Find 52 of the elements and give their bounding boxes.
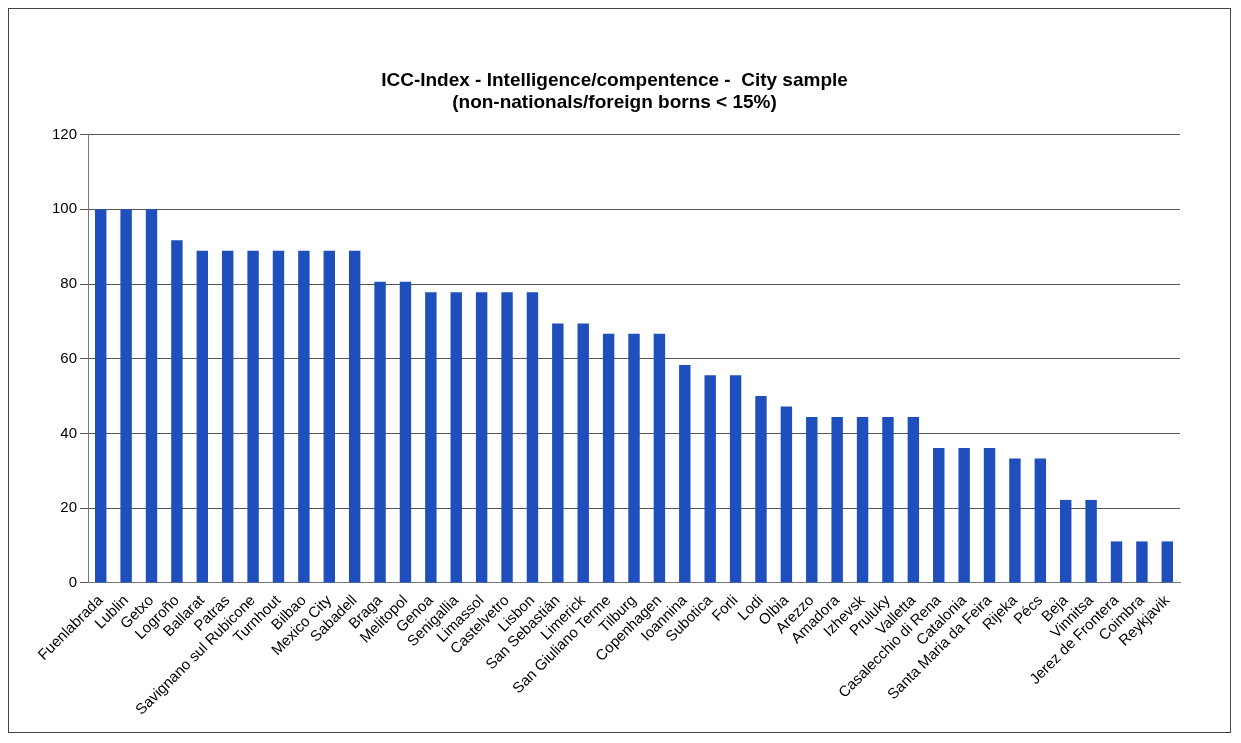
bar — [679, 365, 691, 583]
bar — [247, 250, 259, 583]
bar — [374, 281, 386, 583]
y-tick-label: 80 — [60, 274, 78, 292]
y-tick-label: 100 — [52, 199, 78, 217]
bar — [958, 448, 970, 583]
bar — [1085, 499, 1097, 583]
bar — [1060, 499, 1072, 583]
bar — [145, 209, 158, 583]
bar — [907, 417, 920, 583]
bar — [729, 375, 742, 583]
bar — [780, 406, 793, 583]
bar — [806, 417, 818, 583]
bar — [1136, 541, 1148, 583]
bar — [1009, 458, 1021, 583]
bar — [475, 292, 488, 583]
bar — [653, 333, 666, 583]
bar — [399, 281, 412, 583]
bar — [1110, 541, 1123, 583]
bar — [526, 292, 539, 583]
bar — [501, 292, 513, 583]
bar — [628, 333, 640, 583]
bar — [95, 209, 107, 583]
chart-title: ICC-Index - Intelligence/compentence - City sample — [381, 68, 848, 90]
y-tick-label: 40 — [60, 423, 78, 441]
bar — [602, 333, 615, 583]
bar — [1034, 458, 1047, 583]
bar — [856, 417, 869, 583]
y-tick-label: 20 — [60, 498, 78, 516]
bar — [704, 375, 716, 583]
bar — [221, 250, 234, 583]
bar — [120, 209, 132, 583]
bar — [450, 292, 462, 583]
chart-subtitle: (non-nationals/foreign borns < 15%) — [452, 91, 777, 113]
bar — [831, 417, 843, 583]
bar — [348, 250, 361, 583]
bar — [983, 448, 996, 583]
bar — [882, 417, 894, 583]
bar — [425, 292, 437, 583]
bar — [196, 250, 209, 583]
bar — [272, 250, 285, 583]
y-tick-label: 60 — [60, 348, 78, 366]
y-tick-label: 0 — [68, 573, 78, 591]
bar — [933, 448, 945, 583]
bar — [171, 240, 183, 583]
bar — [323, 250, 335, 583]
bar — [1161, 541, 1174, 583]
bar — [577, 323, 589, 583]
bar — [552, 323, 564, 583]
bar — [755, 396, 767, 583]
y-tick-label: 120 — [52, 124, 78, 142]
bar — [298, 250, 310, 583]
